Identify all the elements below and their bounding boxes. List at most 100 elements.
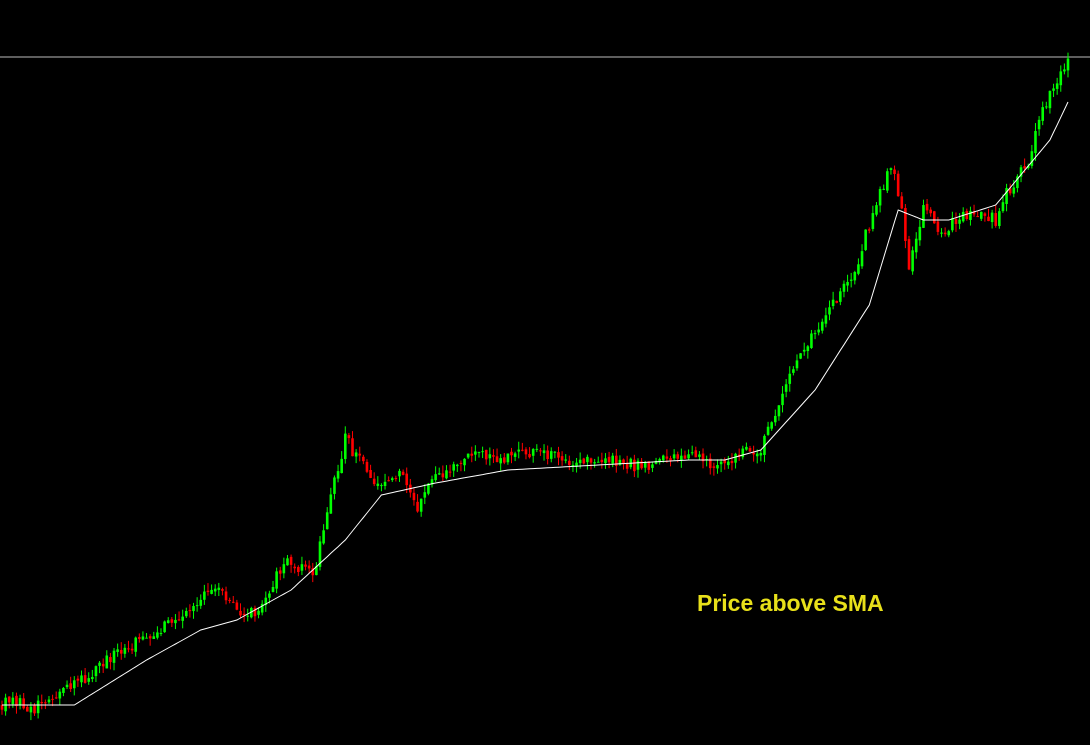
candle-body	[398, 470, 401, 477]
candle-body	[286, 558, 289, 566]
candle-body	[25, 706, 29, 712]
candle-body	[242, 613, 246, 616]
candle-body	[380, 485, 383, 487]
candle-body	[578, 459, 582, 464]
candle-body	[210, 589, 213, 594]
candle-body	[174, 619, 177, 624]
candle-body	[181, 616, 184, 621]
candle-body	[506, 453, 510, 463]
candle-body	[513, 453, 517, 457]
candle-body	[221, 589, 224, 591]
candle-body	[625, 462, 629, 469]
candle-body	[622, 459, 625, 464]
candle-body	[343, 433, 347, 460]
candle-body	[604, 458, 607, 464]
candle-body	[727, 461, 730, 466]
candle-body	[304, 564, 307, 567]
candle-body	[156, 632, 159, 638]
candle-body	[723, 459, 727, 464]
candle-body	[213, 588, 217, 592]
candle-body	[618, 459, 622, 465]
candle-body	[575, 462, 578, 467]
candle-body	[661, 455, 665, 461]
candle-body	[264, 597, 268, 606]
candle-body	[835, 300, 839, 303]
candle-body	[300, 564, 304, 571]
candle-body	[152, 636, 156, 639]
candle-body	[470, 453, 474, 456]
candle-body	[882, 188, 886, 190]
candle-body	[535, 448, 539, 450]
candle-body	[206, 590, 210, 592]
candle-body	[177, 619, 181, 621]
candle-body	[636, 460, 640, 470]
candle-body	[557, 452, 560, 458]
candle-body	[889, 168, 893, 170]
candle-body	[759, 453, 763, 456]
candle-body	[195, 605, 199, 607]
candle-body	[325, 512, 329, 530]
candle-body	[33, 705, 36, 714]
candle-body	[474, 451, 477, 455]
candle-body	[748, 448, 752, 452]
candle-body	[564, 459, 568, 461]
candle-body	[427, 483, 430, 494]
candle-body	[911, 250, 914, 272]
candle-body	[853, 272, 857, 281]
candle-body	[145, 637, 148, 639]
candle-body	[29, 706, 33, 713]
candle-body	[459, 462, 463, 464]
candle-body	[170, 619, 174, 623]
candle-body	[560, 456, 564, 461]
candle-body	[1030, 151, 1034, 166]
candle-body	[15, 695, 18, 707]
candle-body	[672, 454, 676, 459]
candle-body	[239, 610, 242, 616]
candle-body	[47, 699, 51, 703]
candle-body	[1066, 58, 1070, 71]
candle-body	[586, 456, 589, 463]
candle-body	[372, 478, 376, 485]
candle-body	[712, 466, 716, 468]
candle-body	[275, 571, 278, 589]
candle-body	[109, 657, 112, 663]
candle-body	[784, 384, 788, 392]
candle-body	[828, 307, 831, 315]
candle-body	[159, 633, 163, 635]
candle-body	[553, 451, 557, 453]
candle-body	[998, 211, 1001, 226]
candle-body	[141, 636, 145, 640]
candle-body	[820, 321, 824, 331]
candle-body	[1059, 71, 1063, 86]
candle-body	[647, 461, 651, 470]
candle-body	[119, 649, 123, 654]
candle-body	[766, 426, 770, 435]
candle-body	[539, 450, 542, 452]
candle-body	[116, 649, 119, 652]
candle-body	[293, 566, 296, 569]
candle-body	[76, 678, 80, 681]
candle-body	[1001, 202, 1005, 212]
candle-body	[387, 480, 390, 482]
candle-body	[192, 606, 195, 612]
candle-body	[914, 238, 918, 253]
candle-body	[582, 458, 586, 464]
candle-body	[947, 231, 951, 236]
candle-body	[358, 453, 362, 456]
candle-body	[217, 587, 221, 590]
candle-body	[54, 697, 58, 699]
candle-body	[521, 449, 524, 451]
candle-body	[416, 501, 419, 512]
candle-body	[434, 474, 437, 481]
candle-body	[893, 169, 896, 174]
candle-body	[936, 221, 940, 232]
candle-body	[163, 621, 166, 633]
candle-body	[394, 477, 398, 479]
candle-body	[990, 212, 994, 223]
candle-body	[867, 229, 871, 231]
candle-body	[72, 680, 76, 689]
candle-body	[849, 279, 853, 281]
candle-body	[589, 458, 593, 463]
candle-body	[734, 453, 737, 463]
